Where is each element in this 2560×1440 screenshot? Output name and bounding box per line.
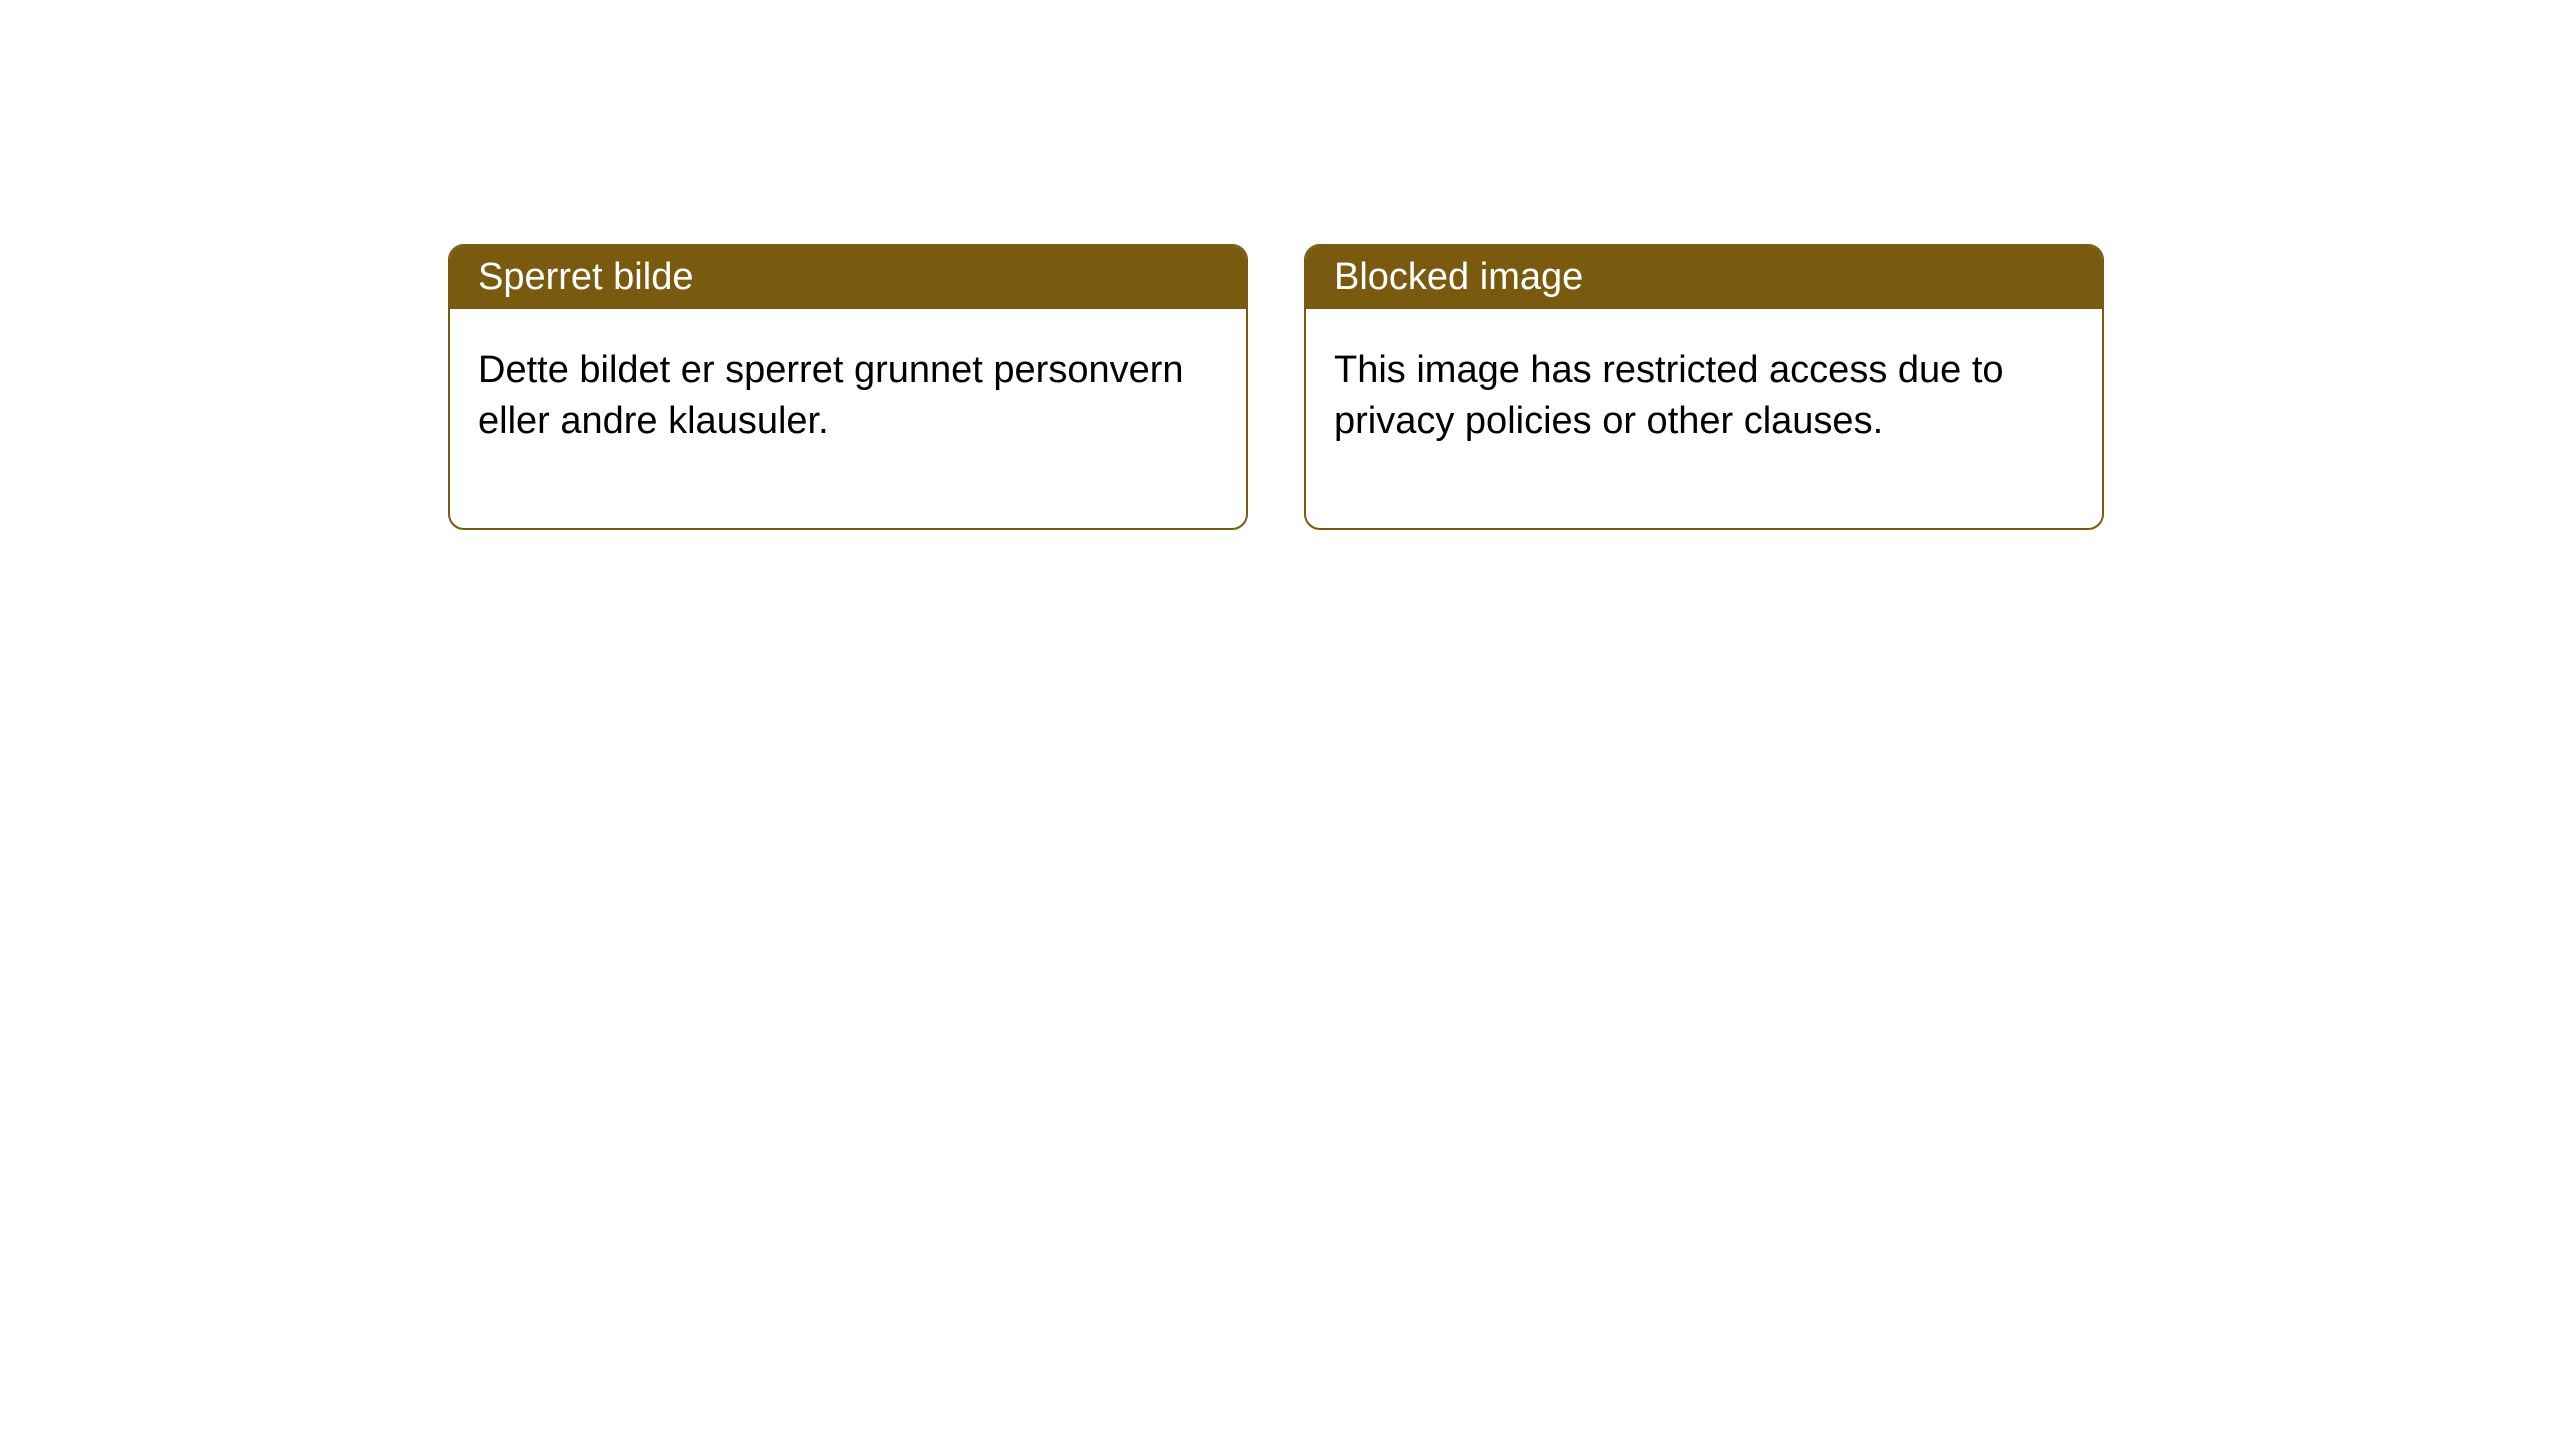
blocked-image-card-en: Blocked image This image has restricted … (1304, 244, 2104, 530)
cards-container: Sperret bilde Dette bildet er sperret gr… (0, 0, 2560, 530)
card-title: Sperret bilde (450, 246, 1246, 309)
card-body: Dette bildet er sperret grunnet personve… (450, 309, 1246, 528)
card-title: Blocked image (1306, 246, 2102, 309)
card-body: This image has restricted access due to … (1306, 309, 2102, 528)
blocked-image-card-no: Sperret bilde Dette bildet er sperret gr… (448, 244, 1248, 530)
